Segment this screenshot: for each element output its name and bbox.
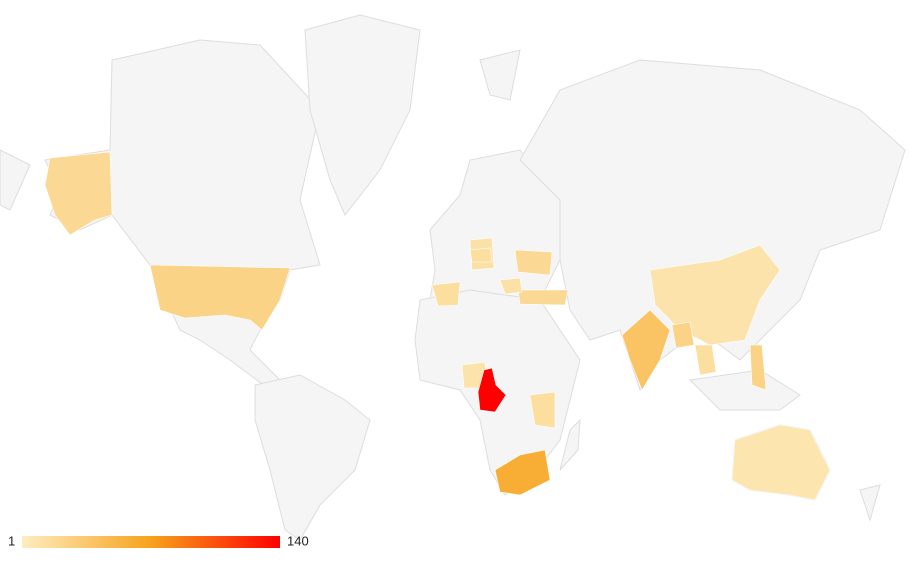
region [494,449,551,496]
regions [44,151,831,501]
legend-max: 140 [287,533,309,548]
region [517,289,569,306]
land-mass [688,369,801,411]
legend-gradient [22,536,280,548]
region [671,321,695,349]
region [649,244,781,346]
land-mass [479,49,521,101]
region [44,151,113,236]
region [621,309,671,391]
region [694,344,717,376]
land-mass [304,14,421,216]
land-mass [559,418,581,471]
region [499,277,523,295]
region [431,281,461,307]
region [749,344,767,391]
region [529,391,556,429]
region [514,249,553,276]
legend-min: 1 [8,533,15,548]
region [477,367,507,413]
region [149,264,291,331]
land-mass [254,374,371,541]
region [731,424,831,501]
color-legend: 1 140 [8,533,309,548]
land-mass [859,484,881,522]
region [469,247,493,263]
land-mass [0,149,31,211]
